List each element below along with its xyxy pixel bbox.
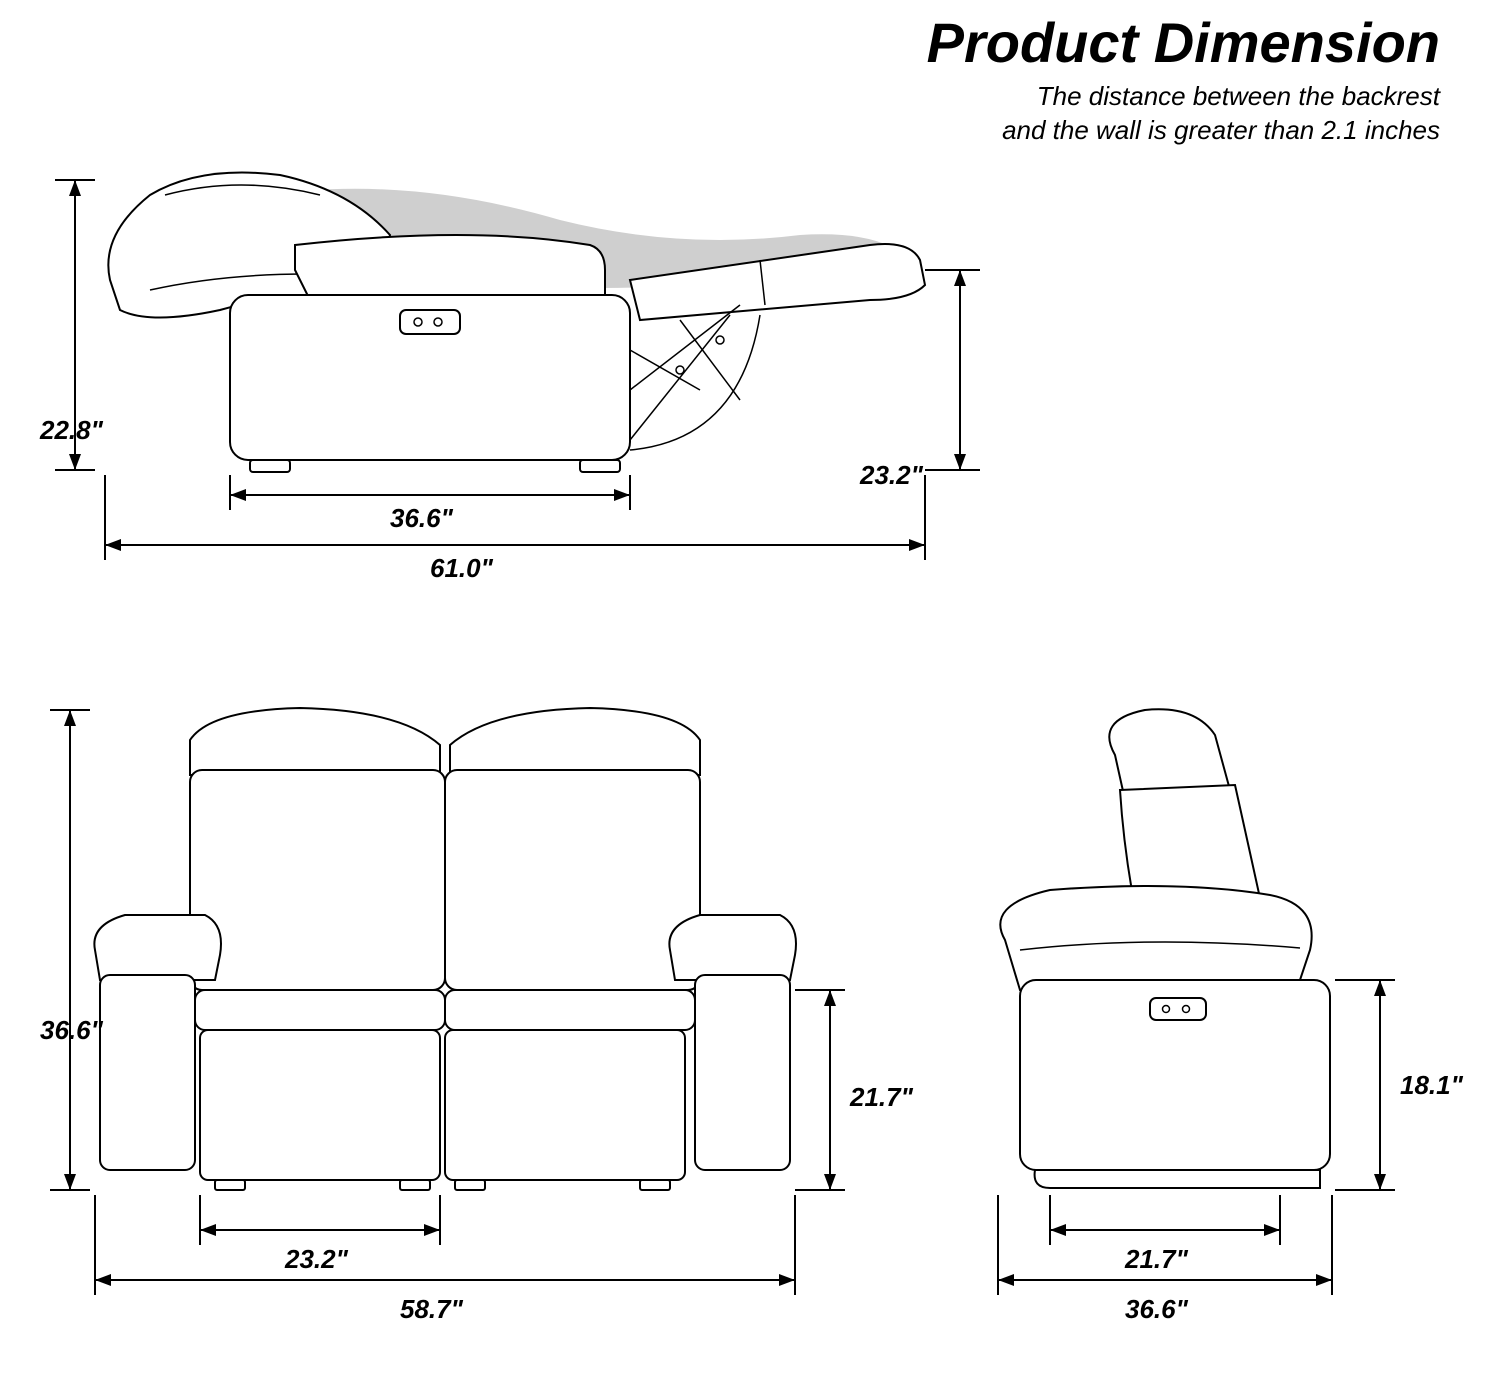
dim-side-seat-height: 18.1" [1400, 1070, 1463, 1101]
dim-front-seat-height: 21.7" [850, 1082, 913, 1113]
front-view [40, 690, 910, 1330]
dim-side-seat-depth: 21.7" [1125, 1244, 1188, 1275]
dim-reclined-headrest-height: 22.8" [40, 415, 103, 446]
dim-reclined-base-depth: 36.6" [390, 503, 453, 534]
dim-front-height: 36.6" [40, 1015, 103, 1046]
reclined-side-view [40, 140, 1060, 610]
page-subtitle: The distance between the backrest and th… [1002, 80, 1440, 148]
dim-reclined-full-length: 61.0" [430, 553, 493, 584]
dim-front-seat-width: 23.2" [285, 1244, 348, 1275]
dim-side-overall-depth: 36.6" [1125, 1294, 1188, 1325]
dim-front-overall-width: 58.7" [400, 1294, 463, 1325]
subtitle-line2: and the wall is greater than 2.1 inches [1002, 115, 1440, 145]
page-title: Product Dimension [927, 10, 1440, 75]
dim-reclined-footrest-height: 23.2" [860, 460, 923, 491]
subtitle-line1: The distance between the backrest [1037, 81, 1440, 111]
upright-side-view [950, 690, 1490, 1330]
